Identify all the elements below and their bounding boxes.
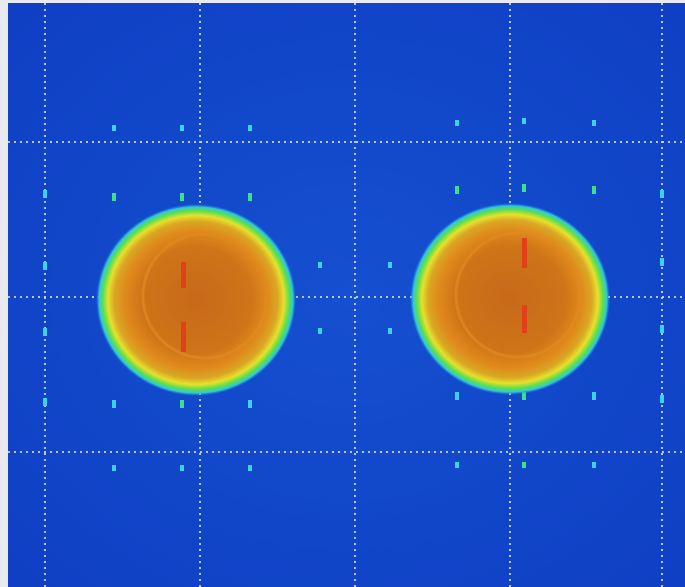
speckle: [660, 190, 664, 198]
speckle: [248, 125, 252, 131]
speckle: [592, 462, 596, 468]
ball-mark: [181, 322, 186, 352]
speckle: [388, 328, 392, 334]
speckle: [248, 193, 252, 201]
speckle: [180, 400, 184, 408]
speckle: [592, 392, 596, 400]
speckle: [455, 462, 459, 468]
speckle: [43, 262, 47, 270]
speckle: [318, 328, 322, 334]
ball-mark: [181, 262, 186, 288]
speckle: [592, 120, 596, 126]
speckle: [660, 325, 664, 333]
speckle: [180, 193, 184, 201]
speckle: [112, 400, 116, 408]
speckle: [592, 186, 596, 194]
speckle: [180, 465, 184, 471]
speckle: [43, 398, 47, 406]
ball-left: [96, 204, 296, 396]
speckle: [455, 392, 459, 400]
speckle: [248, 465, 252, 471]
speckle: [522, 118, 526, 124]
speckle: [455, 120, 459, 126]
speckle: [112, 193, 116, 201]
speckle: [660, 395, 664, 403]
speckle: [43, 190, 47, 198]
speckle: [318, 262, 322, 268]
speckle: [180, 125, 184, 131]
speckle: [112, 465, 116, 471]
speckle: [522, 462, 526, 468]
speckle: [43, 328, 47, 336]
speckle: [248, 400, 252, 408]
ball-mark: [522, 238, 527, 268]
ball-mark: [522, 305, 527, 333]
speckle: [522, 184, 526, 192]
page: [0, 0, 685, 587]
ball-right: [410, 203, 610, 395]
speckle: [112, 125, 116, 131]
speckle: [660, 258, 664, 266]
scan-image: [0, 0, 685, 587]
speckle: [388, 262, 392, 268]
speckle: [455, 186, 459, 194]
